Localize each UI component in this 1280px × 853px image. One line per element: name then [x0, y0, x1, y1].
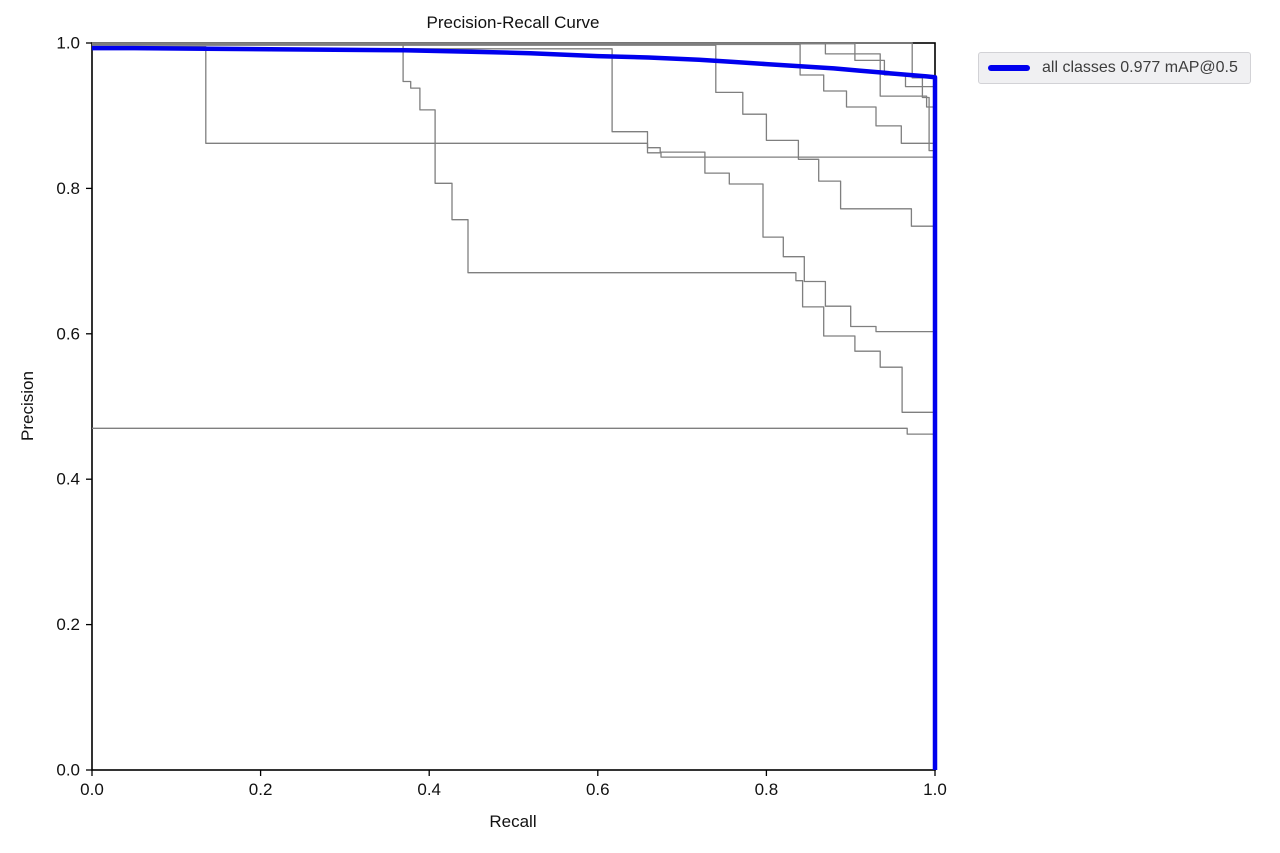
- x-tick-label: 0.4: [417, 780, 441, 799]
- y-tick-label: 1.0: [56, 34, 80, 53]
- x-tick-label: 1.0: [923, 780, 947, 799]
- mean-pr-curve: [92, 45, 938, 770]
- class-pr-curve: [92, 43, 935, 413]
- class-pr-curve: [92, 42, 935, 152]
- class-pr-curve: [92, 45, 935, 158]
- chart-title: Precision-Recall Curve: [426, 13, 600, 32]
- y-tick-label: 0.2: [56, 615, 80, 634]
- legend-line-swatch: [988, 65, 1030, 71]
- x-axis-label: Recall: [489, 812, 537, 831]
- y-tick-label: 0.0: [56, 761, 80, 780]
- class-pr-curve: [92, 48, 935, 333]
- axes-spines: [91, 42, 936, 771]
- x-tick-label: 0.6: [586, 780, 610, 799]
- x-tick-label: 0.8: [755, 780, 779, 799]
- y-tick-label: 0.8: [56, 179, 80, 198]
- class-pr-curve: [92, 43, 935, 108]
- y-tick-label: 0.4: [56, 470, 80, 489]
- legend: all classes 0.977 mAP@0.5: [978, 52, 1251, 84]
- legend-label: all classes 0.977 mAP@0.5: [1042, 59, 1238, 76]
- class-pr-curve: [92, 44, 935, 227]
- x-tick-label: 0.0: [80, 780, 104, 799]
- y-tick-label: 0.6: [56, 324, 80, 343]
- class-pr-curve: [92, 427, 935, 435]
- class-pr-curve: [92, 43, 935, 88]
- x-tick-label: 0.2: [249, 780, 273, 799]
- y-axis-label: Precision: [18, 371, 37, 441]
- class-pr-curve: [92, 43, 935, 144]
